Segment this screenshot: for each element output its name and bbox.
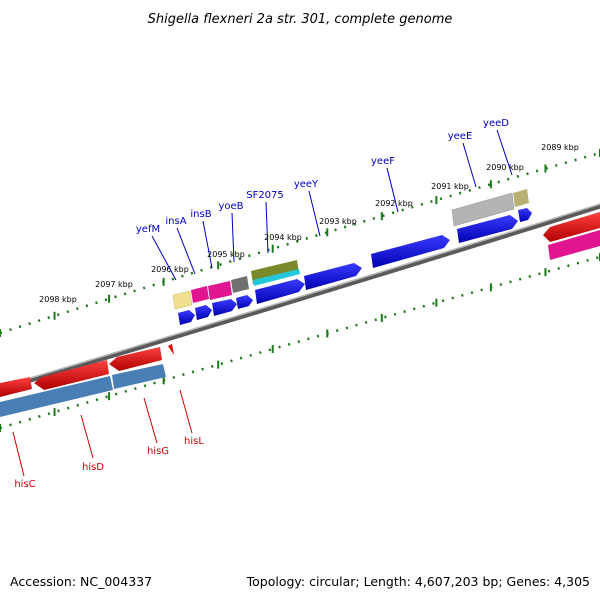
kbp-label-2090: 2090 kbp: [486, 163, 524, 172]
cds-arrow-9[interactable]: [178, 310, 195, 325]
cds-arrow-8[interactable]: [195, 305, 212, 320]
gene-label-insB[interactable]: insB: [190, 209, 211, 220]
cds-rev-2[interactable]: [34, 360, 109, 390]
kbp-label-2092: 2092 kbp: [375, 199, 413, 208]
kbp-label-2095: 2095 kbp: [207, 250, 245, 259]
cds-arrow-2[interactable]: [457, 215, 518, 243]
cds-reverse-right[interactable]: [543, 212, 600, 242]
reverse-genes-right: [543, 212, 600, 260]
backbone: [0, 203, 600, 392]
gene-label-SF2075[interactable]: SF2075: [246, 190, 284, 201]
gene-yefM-bar[interactable]: [172, 290, 193, 310]
gene-hisG-bar[interactable]: [112, 364, 166, 389]
gene-label-hisC[interactable]: hisC: [14, 479, 35, 490]
cds-arrow-3[interactable]: [371, 235, 450, 268]
cds-rev-hisL[interactable]: [168, 344, 174, 355]
gene-SF2075-cyan-bar[interactable]: [253, 269, 300, 286]
reverse-gene-labels: hisL hisG hisD hisC: [14, 436, 204, 490]
kbp-label-2093: 2093 kbp: [319, 217, 357, 226]
gene-insB-bar[interactable]: [208, 281, 232, 300]
forward-callout-lines: [151, 129, 513, 281]
cds-rev-3[interactable]: [109, 347, 162, 371]
kbp-label-2094: 2094 kbp: [264, 233, 302, 242]
kbp-label-2091: 2091 kbp: [431, 182, 469, 191]
gene-yeeE-bar[interactable]: [451, 192, 515, 227]
genome-info-text: Topology: circular; Length: 4,607,203 bp…: [246, 574, 590, 589]
gene-label-hisL[interactable]: hisL: [184, 436, 204, 447]
reverse-callout-lines: [12, 389, 193, 477]
gene-label-yeeE[interactable]: yeeE: [448, 131, 473, 142]
forward-gene-row: [172, 189, 529, 310]
cds-arrow-6[interactable]: [236, 295, 253, 309]
gene-label-yeeD[interactable]: yeeD: [483, 118, 509, 129]
outer-ruler-major-ticks: [0, 149, 600, 337]
map-title: Shigella flexneri 2a str. 301, complete …: [148, 12, 453, 27]
gene-label-hisG[interactable]: hisG: [147, 446, 169, 457]
gene-label-yoeB[interactable]: yoeB: [218, 201, 243, 212]
kbp-label-2097: 2097 kbp: [95, 280, 133, 289]
gene-pink-right[interactable]: [548, 230, 600, 260]
cds-arrow-5[interactable]: [255, 279, 305, 304]
gene-label-yeeY[interactable]: yeeY: [294, 179, 319, 190]
kbp-label-2098: 2098 kbp: [39, 295, 77, 304]
gene-label-hisD[interactable]: hisD: [82, 462, 104, 473]
gene-yoeB-bar[interactable]: [231, 276, 249, 293]
gene-label-yeeF[interactable]: yeeF: [371, 156, 395, 167]
gene-hisD-bar[interactable]: [0, 376, 113, 417]
cds-arrow-1[interactable]: [518, 208, 532, 222]
inner-ruler-major-ticks: [0, 253, 600, 432]
gene-label-insA[interactable]: insA: [165, 216, 186, 227]
reverse-gene-row: [0, 364, 166, 417]
gene-insA-bar[interactable]: [191, 286, 209, 303]
accession-text: Accession: NC_004337: [10, 574, 152, 589]
cds-arrow-7[interactable]: [212, 299, 237, 316]
cds-arrow-4[interactable]: [304, 263, 362, 290]
forward-cds-row: [178, 208, 532, 325]
forward-gene-labels: yeeD yeeE yeeF yeeY SF2075 yoeB insB ins…: [136, 118, 509, 235]
gene-yeeD-bar[interactable]: [513, 189, 529, 207]
reverse-cds-row: [0, 344, 174, 397]
cds-rev-1[interactable]: [0, 377, 32, 397]
gene-label-yefM[interactable]: yefM: [136, 224, 160, 235]
kbp-label-2089: 2089 kbp: [541, 143, 579, 152]
